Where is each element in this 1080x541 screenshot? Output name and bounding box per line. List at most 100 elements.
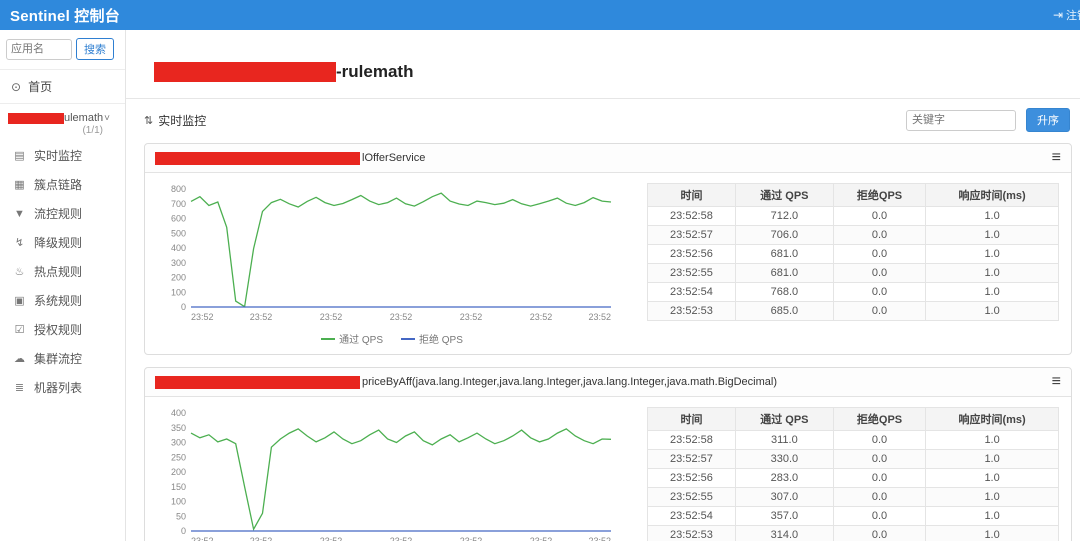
table-cell: 0.0 xyxy=(832,506,927,526)
table-cell: 1.0 xyxy=(925,206,1059,226)
home-label: 首页 xyxy=(28,80,53,94)
sidebar-item-machine-list[interactable]: ≣ 机器列表 xyxy=(0,373,125,402)
legend-label: 拒绝 QPS xyxy=(419,335,463,346)
column-header: 时间 xyxy=(647,183,736,207)
flow-rules-icon: ▼ xyxy=(14,207,25,220)
sidebar-app-entry[interactable]: ulemath˅ (1/1) xyxy=(0,104,125,141)
table-cell: 0.0 xyxy=(832,206,927,226)
svg-text:0: 0 xyxy=(181,526,186,536)
table-cell: 1.0 xyxy=(925,263,1059,283)
table-header-row: 时间 通过 QPS 拒绝QPS 响应时间(ms) xyxy=(647,183,1059,207)
app-health-count: (1/1) xyxy=(82,125,103,137)
svg-text:300: 300 xyxy=(171,258,186,268)
svg-text:200: 200 xyxy=(171,273,186,283)
svg-text:23:52: 23:52 xyxy=(530,312,553,322)
svg-text:300: 300 xyxy=(171,438,186,448)
resource-cards: lOfferService ≡ 0 100 200 300 400 500 600 700 80… xyxy=(144,143,1072,541)
legend-line-icon xyxy=(321,337,336,340)
svg-text:23:52: 23:52 xyxy=(588,312,611,322)
table-cell: 23:52:55 xyxy=(647,487,736,507)
hotspot-rules-icon: ♨ xyxy=(14,266,25,279)
table-cell: 0.0 xyxy=(832,263,927,283)
svg-text:23:52: 23:52 xyxy=(390,536,413,541)
table-cell: 23:52:57 xyxy=(647,449,736,469)
sidebar-item-cluster-link[interactable]: ▦ 簇点链路 xyxy=(0,170,125,199)
brand-title: Sentinel 控制台 xyxy=(10,7,120,25)
app-search-input[interactable] xyxy=(6,38,72,60)
column-header: 拒绝QPS xyxy=(832,407,927,431)
machine-list-icon: ≣ xyxy=(14,382,25,395)
table-row: 23:52:55 307.0 0.0 1.0 xyxy=(647,487,1059,507)
redaction-block xyxy=(155,375,360,389)
sidebar-item-authority-rules[interactable]: ☑ 授权规则 xyxy=(0,315,125,344)
degrade-rules-icon: ↯ xyxy=(14,237,25,250)
svg-text:23:52: 23:52 xyxy=(250,312,273,322)
svg-text:150: 150 xyxy=(171,482,186,492)
metrics-table-area: 时间 通过 QPS 拒绝QPS 响应时间(ms) 23:52:58 712.0 0.0 1.… xyxy=(631,181,1063,352)
sidebar-item-label: 流控规则 xyxy=(34,207,83,222)
legend-item: 通过 QPS xyxy=(321,331,383,346)
table-row: 23:52:57 706.0 0.0 1.0 xyxy=(647,225,1059,245)
sort-lines-icon: ⇅ xyxy=(144,114,154,127)
metrics-table: 时间 通过 QPS 拒绝QPS 响应时间(ms) 23:52:58 712.0 0.0 1.… xyxy=(647,183,1059,321)
table-cell: 23:52:54 xyxy=(647,506,736,526)
svg-text:500: 500 xyxy=(171,228,186,238)
sidebar-menu: ▤ 实时监控 ▦ 簇点链路 ▼ 流控规则 ↯ 降级规则 ♨ 热点规则 ▣ 系统规则 ☑ 授权规则 ☁ 集群流控… xyxy=(0,141,125,402)
column-header: 通过 QPS xyxy=(734,183,834,207)
svg-text:23:52: 23:52 xyxy=(390,312,413,322)
sidebar-item-flow-rules[interactable]: ▼ 流控规则 xyxy=(0,199,125,228)
clock-icon: ⊙ xyxy=(11,79,22,94)
table-cell: 681.0 xyxy=(734,244,834,264)
table-cell: 0.0 xyxy=(832,225,927,245)
table-cell: 330.0 xyxy=(734,449,834,469)
sidebar-item-label: 系统规则 xyxy=(34,294,83,309)
table-row: 23:52:54 357.0 0.0 1.0 xyxy=(647,506,1059,526)
sidebar-item-label: 实时监控 xyxy=(34,149,83,164)
sidebar-item-degrade-rules[interactable]: ↯ 降级规则 xyxy=(0,228,125,257)
top-header: Sentinel 控制台 ⇥ 注销 xyxy=(0,0,1080,30)
svg-text:23:52: 23:52 xyxy=(320,312,343,322)
sidebar-item-system-rules[interactable]: ▣ 系统规则 xyxy=(0,286,125,315)
table-row: 23:52:58 712.0 0.0 1.0 xyxy=(647,206,1059,226)
table-cell: 0.0 xyxy=(832,430,927,450)
table-cell: 23:52:56 xyxy=(647,244,736,264)
table-cell: 1.0 xyxy=(925,301,1059,321)
table-cell: 1.0 xyxy=(925,282,1059,302)
sidebar-item-cluster-flow[interactable]: ☁ 集群流控 xyxy=(0,344,125,373)
table-cell: 0.0 xyxy=(832,244,927,264)
sidebar-item-realtime-monitor[interactable]: ▤ 实时监控 xyxy=(0,141,125,170)
svg-text:600: 600 xyxy=(171,214,186,224)
resource-name: lOfferService xyxy=(362,152,426,164)
divider xyxy=(126,98,1080,99)
table-cell: 23:52:54 xyxy=(647,282,736,302)
svg-text:23:52: 23:52 xyxy=(250,536,273,541)
table-row: 23:52:55 681.0 0.0 1.0 xyxy=(647,263,1059,283)
section-label-text: 实时监控 xyxy=(158,113,207,128)
logout-button[interactable]: ⇥ 注销 xyxy=(1053,0,1080,30)
page-title-row: -rulemath xyxy=(154,60,1080,84)
card-menu-icon[interactable]: ≡ xyxy=(1051,373,1061,390)
metrics-table-area: 时间 通过 QPS 拒绝QPS 响应时间(ms) 23:52:58 311.0 0.0 1.… xyxy=(631,405,1063,541)
sidebar-item-hotspot-rules[interactable]: ♨ 热点规则 xyxy=(0,257,125,286)
redaction-block xyxy=(155,151,360,165)
sidebar-item-home[interactable]: ⊙ 首页 xyxy=(0,69,125,104)
ascending-sort-button[interactable]: 升序 xyxy=(1026,108,1070,132)
table-cell: 0.0 xyxy=(832,525,927,541)
card-header: lOfferService ≡ xyxy=(145,144,1071,173)
table-header-row: 时间 通过 QPS 拒绝QPS 响应时间(ms) xyxy=(647,407,1059,431)
keyword-input[interactable] xyxy=(906,109,1016,131)
table-cell: 0.0 xyxy=(832,487,927,507)
svg-text:23:52: 23:52 xyxy=(191,536,214,541)
redaction-block xyxy=(154,62,336,82)
search-button[interactable]: 搜索 xyxy=(76,38,114,60)
svg-text:250: 250 xyxy=(171,452,186,462)
card-menu-icon[interactable]: ≡ xyxy=(1051,149,1061,166)
sidebar: 搜索 ⊙ 首页 ulemath˅ (1/1) ▤ 实时监控 ▦ 簇点链路 ▼ 流控规则 ↯ 降… xyxy=(0,30,126,541)
main-content: -rulemath ⇅ 实时监控 升序 lOfferService ≡ 0 100… xyxy=(126,30,1080,541)
svg-text:100: 100 xyxy=(171,287,186,297)
sidebar-item-label: 集群流控 xyxy=(34,352,83,367)
logout-icon: ⇥ xyxy=(1052,8,1063,22)
page-title: -rulemath xyxy=(336,62,414,81)
system-rules-icon: ▣ xyxy=(14,295,25,308)
table-cell: 681.0 xyxy=(734,263,834,283)
